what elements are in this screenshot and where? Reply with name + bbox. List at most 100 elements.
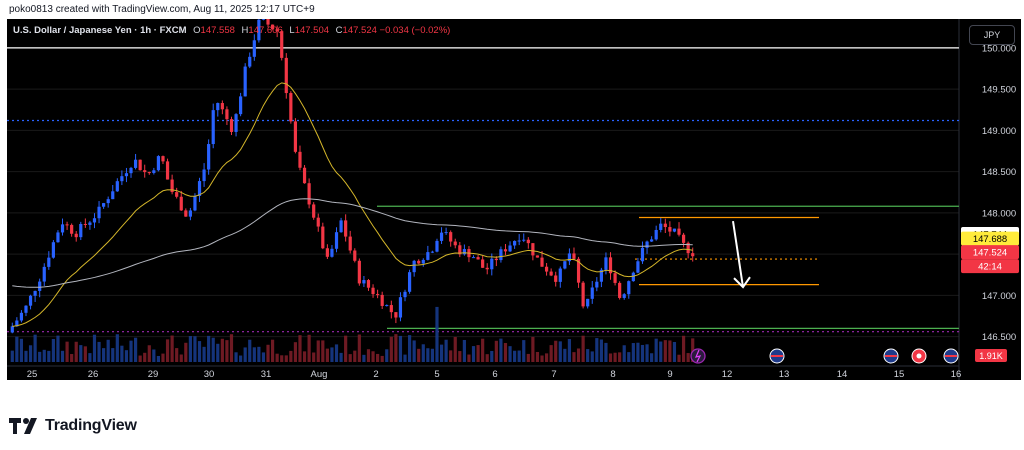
volume-bar [458,351,462,362]
candle-body [197,181,202,196]
volume-bar [280,355,284,362]
candle-body [444,232,448,234]
volume-bar [24,350,28,362]
volume-bar [398,335,403,362]
x-tick-label: 16 [951,369,962,380]
volume-bar [389,336,393,362]
volume-bar [348,354,352,362]
y-tick-label: 147.000 [982,291,1016,302]
volume-bar [225,340,229,362]
volume-bar [481,338,485,362]
candle-body [28,295,33,306]
x-tick-label: 29 [148,369,159,380]
volume-bar [257,346,261,362]
candle-body [211,110,215,145]
candle-body [581,282,585,307]
volume-bar [453,336,457,362]
candle-body [179,196,183,211]
candle-body [102,203,106,207]
volume-bar [494,340,498,362]
candle-body [449,232,453,242]
volume-bar [74,341,78,362]
volume-bar [435,306,439,362]
volume-bar [197,341,202,362]
volume-bar [179,354,183,362]
candlestick-chart[interactable]: 146.500147.000147.500148.000148.500149.0… [7,19,1021,380]
chart-area[interactable]: 146.500147.000147.500148.000148.500149.0… [7,19,1021,380]
candle-body [640,247,645,262]
volume-bar [654,338,658,362]
volume-bar [51,338,55,362]
x-tick-label: 12 [722,369,733,380]
x-tick-label: 26 [88,369,99,380]
volume-bar [544,353,549,362]
candle-body [170,179,174,193]
symbol-name: U.S. Dollar / Japanese Yen · 1h · FXCM [13,25,187,36]
volume-bar [38,351,42,362]
candle-body [74,233,78,238]
volume-bar [165,339,170,362]
volume-bar [147,345,151,362]
candle-body [599,269,603,282]
event-icon-dot [916,353,922,359]
candle-body [453,241,457,246]
volume-bar [115,334,119,362]
candle-body [266,19,270,25]
chart-caption: poko0813 created with TradingView.com, A… [9,4,315,15]
candle-body [234,114,238,132]
close-value: 147.524 [342,25,377,36]
candle-body [403,291,407,298]
volume-bar [558,341,562,362]
volume-bar [10,350,14,362]
candle-body [376,294,380,296]
candle-body [412,260,416,273]
volume-bar [366,349,371,362]
candle-body [325,248,329,257]
candle-body [535,255,540,258]
tradingview-logo: TradingView [9,416,137,436]
candle-body [284,57,288,94]
currency-button[interactable]: JPY [969,25,1015,45]
volume-bar [79,345,83,362]
candle-body [156,156,161,171]
candle-body [51,242,55,258]
candle-body [531,243,535,256]
candle-body [83,223,87,225]
change-value: −0.034 (−0.02%) [379,25,451,36]
volume-bar [56,335,60,362]
volume-bar [430,348,435,362]
price-label-box [961,245,1019,260]
candle-body [307,183,311,205]
high-value: 147.606 [248,25,283,36]
volume-bar [28,345,33,362]
volume-bar [270,339,275,362]
candle-body [239,96,243,115]
volume-bar [618,352,622,362]
x-tick-label: 5 [434,369,439,380]
candle-body [115,181,119,192]
candle-body [494,258,498,261]
candle-body [289,93,293,122]
candle-body [275,29,279,32]
candle-body [147,172,151,174]
candle-body [344,220,348,237]
candle-body [129,167,133,174]
volume-bar [15,336,19,362]
candle-body [417,260,421,264]
candle-body [631,272,635,282]
candle-body [248,56,252,67]
volume-bar [403,354,407,362]
y-tick-label: 148.000 [982,208,1016,219]
candle-body [421,259,425,264]
candle-body [243,66,247,97]
countdown-label: 42:14 [978,262,1002,273]
volume-bar [417,348,421,362]
candle-body [371,287,375,295]
y-tick-label: 149.000 [982,126,1016,137]
volume-bar [640,344,645,362]
volume-bar [508,346,512,362]
volume-bar [216,343,220,362]
volume-bar [302,351,307,362]
candle-body [389,305,393,313]
candle-body [138,159,142,171]
